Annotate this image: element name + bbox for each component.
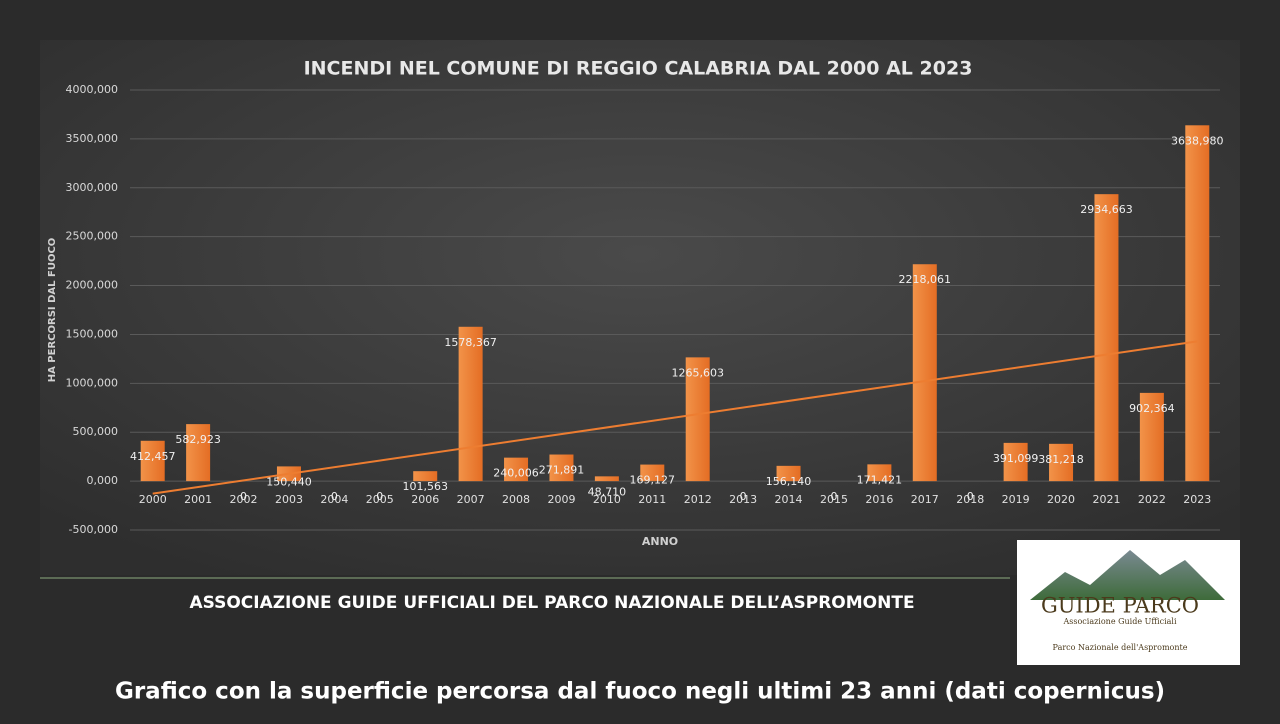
- logo-park: Parco Nazionale dell'Aspromonte: [1053, 643, 1188, 652]
- value-label: 2934,663: [1080, 203, 1133, 216]
- bar: [413, 471, 438, 482]
- value-label: 0: [331, 490, 338, 503]
- y-tick-label: 2500,000: [66, 230, 119, 243]
- x-tick-label: 2009: [547, 493, 575, 506]
- y-tick-label: 1500,000: [66, 327, 119, 340]
- x-tick-label: 2023: [1183, 493, 1211, 506]
- x-tick-label: 2012: [684, 493, 712, 506]
- y-tick-label: 0,000: [87, 474, 119, 487]
- value-label: 240,006: [493, 467, 539, 480]
- bar: [594, 476, 619, 482]
- chart-panel: [40, 40, 1240, 575]
- x-tick-label: 2004: [320, 493, 348, 506]
- x-axis-title: ANNO: [642, 535, 678, 548]
- y-tick-label: -500,000: [69, 523, 118, 536]
- bar: [186, 424, 211, 482]
- x-tick-label: 2016: [865, 493, 893, 506]
- x-tick-label: 2008: [502, 493, 530, 506]
- x-tick-label: 2005: [366, 493, 394, 506]
- bar: [1139, 392, 1164, 482]
- value-label: 1265,603: [671, 366, 724, 379]
- bar: [912, 264, 937, 482]
- value-label: 0: [967, 490, 974, 503]
- bar: [867, 464, 892, 482]
- value-label: 1578,367: [444, 336, 497, 349]
- value-label: 0: [240, 490, 247, 503]
- x-tick-label: 2018: [956, 493, 984, 506]
- x-tick-label: 2021: [1092, 493, 1120, 506]
- logo-subtitle: Associazione Guide Ufficiali: [1062, 617, 1176, 626]
- x-tick-label: 2011: [638, 493, 666, 506]
- x-tick-label: 2000: [139, 493, 167, 506]
- bar: [1094, 194, 1119, 482]
- value-label: 156,140: [766, 475, 812, 488]
- value-label: 271,891: [539, 464, 585, 477]
- x-tick-label: 2010: [593, 493, 621, 506]
- bar: [140, 440, 165, 482]
- logo-name: GUIDE PARCO: [1041, 594, 1199, 618]
- bar: [1049, 443, 1074, 482]
- x-tick-label: 2003: [275, 493, 303, 506]
- value-label: 391,099: [993, 452, 1039, 465]
- bar: [776, 465, 801, 482]
- x-tick-label: 2007: [457, 493, 485, 506]
- y-tick-label: 500,000: [73, 425, 119, 438]
- y-axis-title: HA PERCORSI DAL FUOCO: [47, 238, 58, 383]
- x-tick-label: 2019: [1002, 493, 1030, 506]
- value-label: 3638,980: [1171, 134, 1224, 147]
- chart-title: INCENDI NEL COMUNE DI REGGIO CALABRIA DA…: [304, 58, 973, 80]
- bar: [504, 457, 529, 482]
- value-label: 101,563: [402, 480, 448, 493]
- x-tick-label: 2020: [1047, 493, 1075, 506]
- y-tick-label: 2000,000: [66, 279, 119, 292]
- value-label: 412,457: [130, 450, 176, 463]
- value-label: 171,421: [857, 473, 903, 486]
- bar: [1003, 442, 1028, 482]
- value-label: 0: [830, 490, 837, 503]
- value-label: 169,127: [630, 474, 676, 487]
- bar: [685, 357, 710, 482]
- value-label: 150,440: [266, 475, 312, 488]
- x-tick-label: 2015: [820, 493, 848, 506]
- y-tick-label: 3000,000: [66, 181, 119, 194]
- x-tick-label: 2022: [1138, 493, 1166, 506]
- x-tick-label: 2013: [729, 493, 757, 506]
- value-label: 582,923: [175, 433, 221, 446]
- x-tick-label: 2014: [775, 493, 803, 506]
- bar: [549, 454, 574, 482]
- bar: [1185, 125, 1210, 482]
- logo-mountains: [1030, 550, 1225, 600]
- x-tick-label: 2002: [230, 493, 258, 506]
- value-label: 0: [740, 490, 747, 503]
- bar: [458, 326, 483, 482]
- y-tick-label: 1000,000: [66, 376, 119, 389]
- y-tick-label: 4000,000: [66, 83, 119, 96]
- value-label: 381,218: [1038, 453, 1084, 466]
- x-tick-label: 2017: [911, 493, 939, 506]
- value-label: 902,364: [1129, 402, 1175, 415]
- y-tick-label: 3500,000: [66, 132, 119, 145]
- trendline: [152, 340, 1198, 495]
- x-tick-label: 2001: [184, 493, 212, 506]
- caption: Grafico con la superficie percorsa dal f…: [115, 679, 1165, 705]
- footer: ASSOCIAZIONE GUIDE UFFICIALI DEL PARCO N…: [189, 593, 914, 613]
- value-label: 0: [376, 490, 383, 503]
- bar: [640, 464, 665, 482]
- value-label: 2218,061: [899, 273, 952, 286]
- value-label: 48,710: [588, 485, 627, 498]
- x-tick-label: 2006: [411, 493, 439, 506]
